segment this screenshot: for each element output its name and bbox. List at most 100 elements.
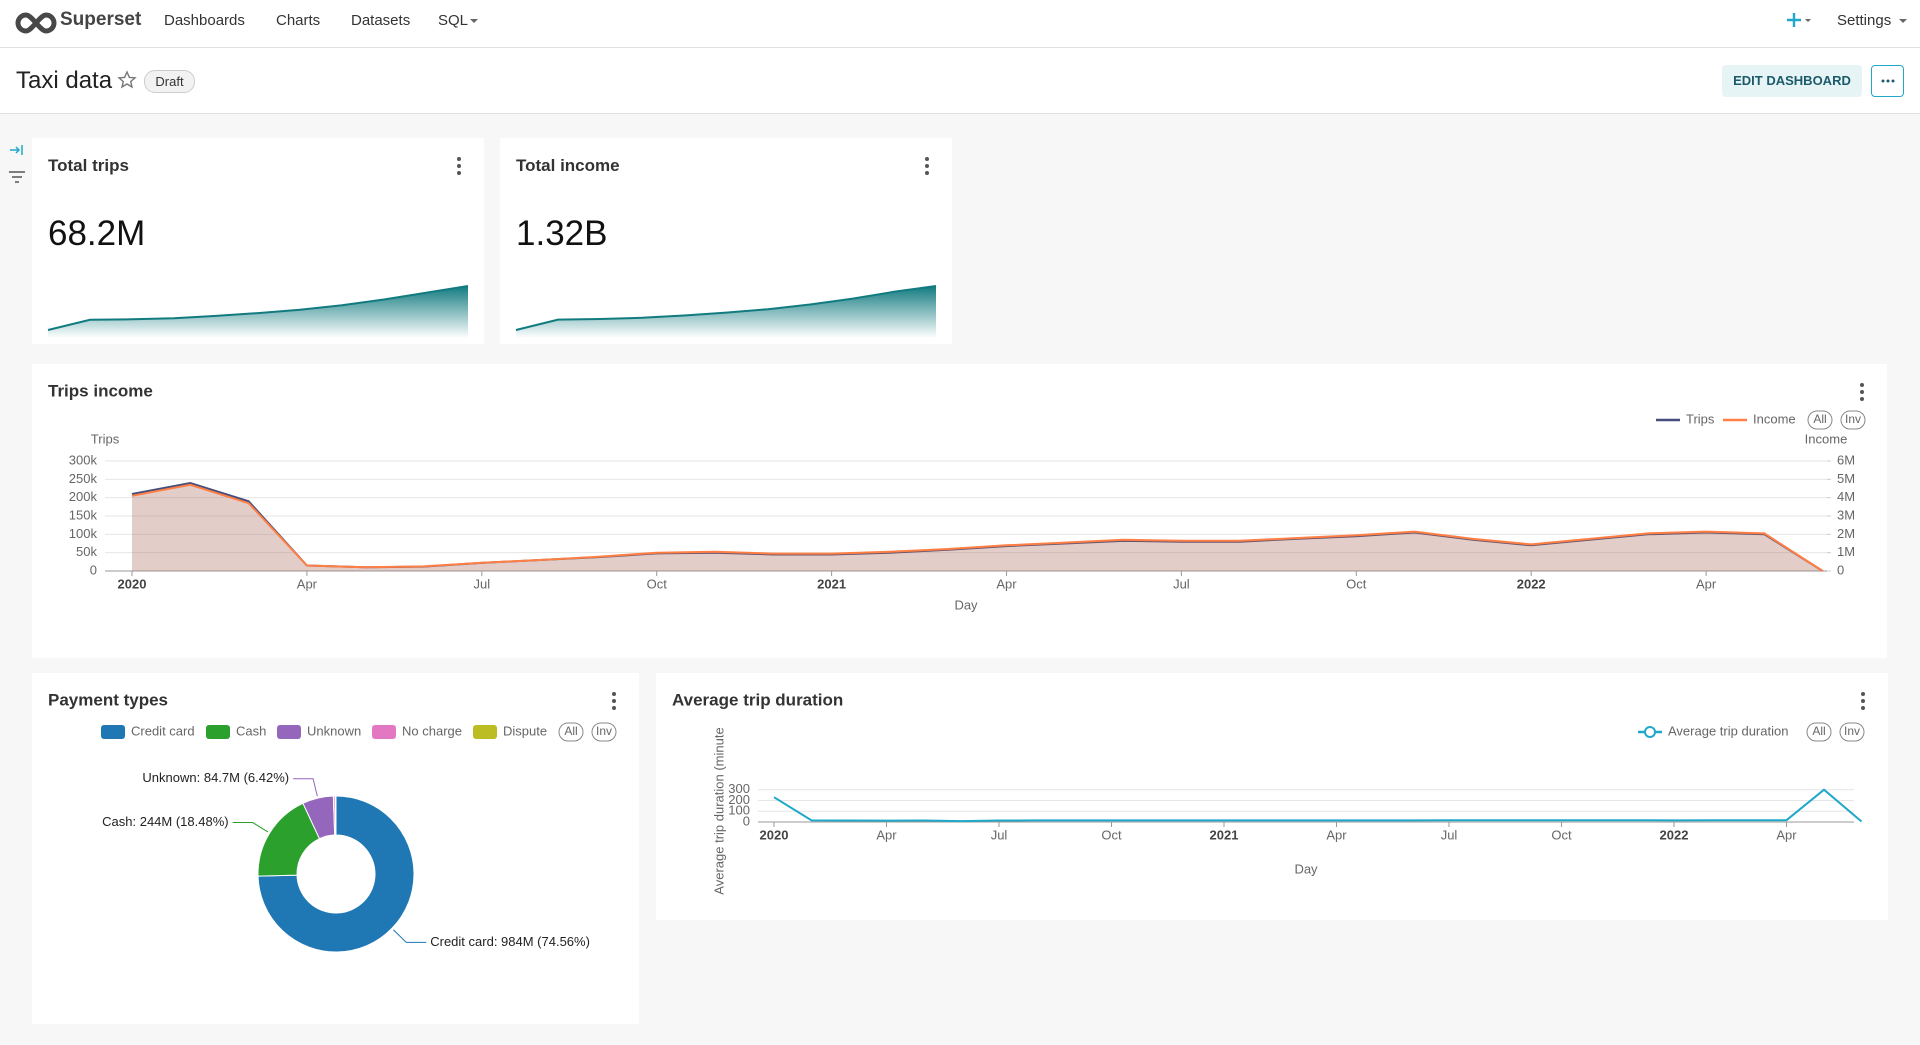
big-number-card: Total income 1.32B [500, 138, 952, 344]
series-area [132, 483, 1823, 571]
y2-tick-label: 0 [1837, 562, 1844, 577]
x-tick-label: 2022 [1660, 827, 1689, 842]
menu-dot [1860, 397, 1864, 401]
favorite-star[interactable] [117, 70, 137, 90]
add-button[interactable] [1786, 11, 1812, 31]
y-tick-label: 150k [69, 507, 98, 522]
legend-swatch[interactable] [206, 725, 230, 739]
menu-dot [457, 157, 461, 161]
chart [515, 157, 937, 338]
more-button[interactable] [1871, 65, 1904, 97]
legend-control[interactable] [1807, 410, 1833, 430]
dashboard-title[interactable]: Taxi data [16, 67, 113, 94]
legend-label: Average trip duration [1668, 723, 1788, 738]
legend-control[interactable] [1840, 410, 1866, 430]
nav-link[interactable]: Charts [276, 12, 321, 29]
legend-label: No charge [402, 723, 462, 738]
y-tick-label: 100 [728, 803, 750, 818]
legend-control[interactable] [1839, 722, 1865, 742]
legend-label: Income [1753, 411, 1796, 426]
chart: Trips income 0 50k 100k 150k 200k 250k 300k 0 1M 2… [48, 381, 1866, 612]
x-tick-label: Apr [1696, 576, 1717, 591]
y2-tick-label: 6M [1837, 452, 1855, 467]
legend-swatch[interactable] [101, 725, 125, 739]
series-area [132, 484, 1823, 571]
x-tick-label: Jul [1441, 827, 1458, 842]
card-title: Payment types [48, 690, 168, 709]
line-chart-card: Average trip duration 0 100 200 300 2020 Apr Ju… [656, 673, 1888, 920]
filter-bar-toggle[interactable] [6, 140, 30, 190]
leader-line [232, 822, 269, 833]
pie-slice [334, 795, 337, 836]
chart: Payment types Credit card Cash Unknown No ch… [48, 690, 617, 953]
x-tick-label: Apr [297, 576, 318, 591]
x-axis-label: Day [1294, 861, 1318, 876]
x-tick-label: Apr [996, 576, 1017, 591]
y2-tick-label: 4M [1837, 489, 1855, 504]
edit-dashboard-button[interactable]: EDIT DASHBOARD [1722, 65, 1862, 97]
line-chart-card: Trips income 0 50k 100k 150k 200k 250k 300k 0 1M 2… [32, 364, 1887, 658]
top-nav: Superset Dashboards Charts Datasets SQL … [0, 0, 1920, 48]
y-axis-label: Average trip duration (minute [711, 727, 726, 894]
leader-line [392, 929, 427, 943]
legend-label: Dispute [503, 723, 547, 738]
legend-control-label: Inv [596, 724, 612, 738]
legend-control-label: All [564, 724, 577, 738]
menu-dot [925, 164, 929, 168]
trendline [515, 285, 937, 331]
big-number: 1.32B [516, 214, 608, 253]
legend-swatch[interactable] [473, 725, 497, 739]
y-tick-label: 250k [69, 471, 98, 486]
menu-dot [925, 171, 929, 175]
menu-dot [612, 692, 616, 696]
status-badge: Draft [144, 70, 195, 93]
legend-control-label: All [1812, 724, 1825, 738]
legend-control[interactable] [591, 722, 617, 742]
x-tick-label: Oct [647, 576, 668, 591]
chart [47, 157, 469, 338]
menu-dot [1860, 390, 1864, 394]
y-tick-label: 50k [76, 544, 97, 559]
legend-label: Unknown [307, 723, 361, 738]
trendline [47, 285, 469, 331]
legend-swatch[interactable] [372, 725, 396, 739]
legend-marker [1644, 726, 1656, 738]
slice-label: Cash: 244M (18.48%) [102, 814, 228, 829]
caret [470, 19, 478, 23]
card-title: Total income [516, 156, 620, 175]
legend-swatch[interactable] [277, 725, 301, 739]
card-title: Average trip duration [672, 690, 843, 709]
legend-control[interactable] [558, 722, 584, 742]
card-title: Trips income [48, 381, 153, 400]
menu-dot [457, 164, 461, 168]
legend-label: Trips [1686, 411, 1715, 426]
x-tick-label: 2021 [1210, 827, 1239, 842]
series-line [773, 788, 1863, 823]
y2-tick-label: 1M [1837, 544, 1855, 559]
nav-link[interactable]: Datasets [351, 12, 411, 29]
x-tick-label: 2020 [760, 827, 789, 842]
pie-chart-card: Payment types Credit card Cash Unknown No ch… [32, 673, 639, 1024]
trendline-area [516, 286, 936, 338]
big-number: 68.2M [48, 214, 146, 253]
y-tick-label: 200k [69, 489, 98, 504]
settings-menu[interactable]: Settings [1837, 12, 1892, 29]
legend-label: Cash [236, 723, 266, 738]
y-tick-label: 0 [743, 813, 750, 828]
menu-dot [1861, 692, 1865, 696]
y-tick-label: 300 [728, 781, 750, 796]
menu-dot [1860, 383, 1864, 387]
brand[interactable]: Superset [60, 9, 142, 30]
slice-label: Unknown: 84.7M (6.42%) [142, 770, 289, 785]
big-number-card: Total trips 68.2M [32, 138, 484, 344]
y-axis-label: Trips [91, 431, 120, 446]
y2-tick-label: 2M [1837, 526, 1855, 541]
nav-link[interactable]: Dashboards [164, 12, 245, 29]
x-tick-label: Apr [1326, 827, 1347, 842]
legend-label: Credit card [131, 723, 195, 738]
nav-link[interactable]: SQL [438, 12, 469, 29]
legend-control[interactable] [1806, 722, 1832, 742]
x-tick-label: Apr [1776, 827, 1797, 842]
